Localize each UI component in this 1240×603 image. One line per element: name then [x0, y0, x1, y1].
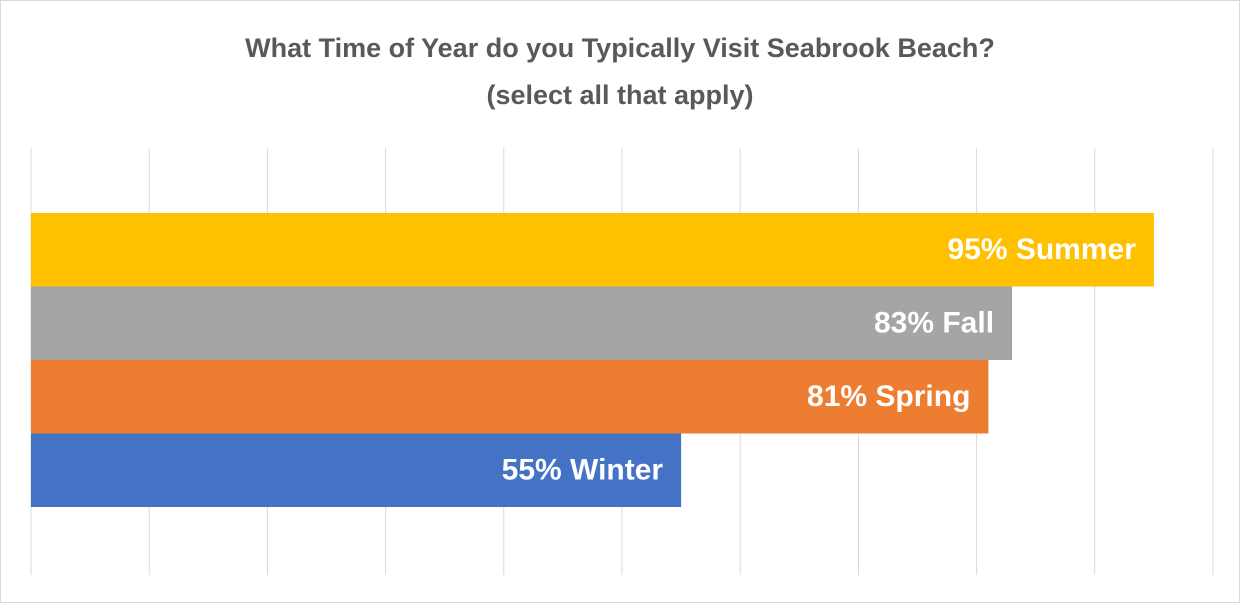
value-label: 95% — [947, 233, 1007, 266]
data-label: 81% Spring — [807, 380, 970, 413]
category-label: Summer — [1016, 233, 1136, 266]
category-label: Spring — [875, 380, 970, 413]
value-label: 81% — [807, 380, 867, 413]
value-label: 83% — [874, 306, 934, 339]
chart-subtitle: (select all that apply) — [486, 80, 753, 110]
category-label: Fall — [942, 306, 994, 339]
chart-title: What Time of Year do you Typically Visit… — [245, 33, 995, 63]
category-label: Winter — [570, 453, 663, 486]
bar — [31, 213, 1154, 287]
bar — [31, 360, 989, 434]
bar — [31, 433, 682, 507]
bar — [31, 286, 1013, 360]
data-label: 95% Summer — [947, 233, 1136, 266]
data-label: 83% Fall — [874, 306, 994, 339]
value-label: 55% — [502, 453, 562, 486]
data-label: 55% Winter — [502, 453, 664, 486]
